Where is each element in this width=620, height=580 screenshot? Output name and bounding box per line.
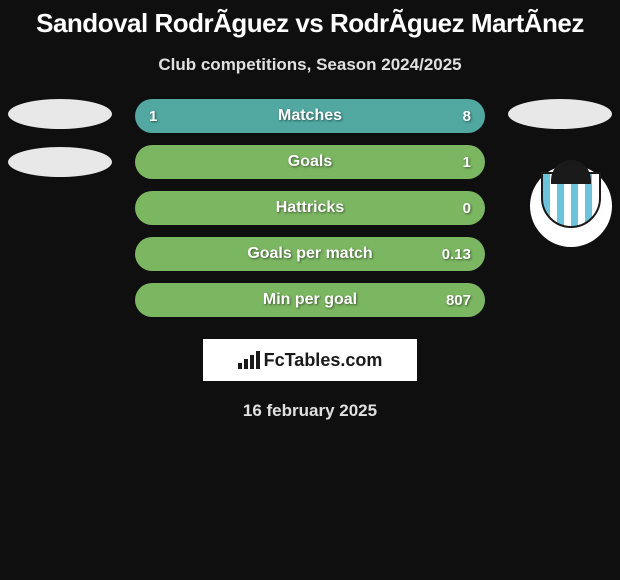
stat-label: Matches	[278, 107, 342, 125]
stat-label: Hattricks	[276, 199, 344, 217]
stat-bar-hattricks: Hattricks 0	[135, 191, 485, 225]
stat-label: Goals	[288, 153, 332, 171]
stat-bar-min-per-goal: Min per goal 807	[135, 283, 485, 317]
club-badge-graphic	[541, 172, 601, 240]
stat-right-value: 1	[463, 154, 471, 171]
stat-label: Min per goal	[263, 291, 357, 309]
player1-photo-placeholder	[8, 99, 112, 129]
stat-bars-container: 1 Matches 8 Goals 1 Hattricks 0 Goals pe…	[135, 99, 485, 317]
stat-bar-matches: 1 Matches 8	[135, 99, 485, 133]
stat-label: Goals per match	[247, 245, 372, 263]
branding-box: FcTables.com	[203, 339, 417, 381]
chart-bars-icon	[238, 351, 260, 369]
comparison-title: Sandoval RodrÃ­guez vs RodrÃ­guez MartÃ­…	[0, 0, 620, 39]
player2-club-badge	[530, 165, 612, 247]
comparison-content: 1 Matches 8 Goals 1 Hattricks 0 Goals pe…	[0, 99, 620, 317]
comparison-subtitle: Club competitions, Season 2024/2025	[0, 55, 620, 75]
stat-right-value: 0	[463, 200, 471, 217]
generation-date: 16 february 2025	[0, 401, 620, 421]
branding-text: FcTables.com	[264, 350, 383, 371]
stat-left-value: 1	[149, 108, 157, 125]
stat-right-value: 8	[463, 108, 471, 125]
player1-club-placeholder	[8, 147, 112, 177]
stat-right-value: 807	[446, 292, 471, 309]
player2-photo-placeholder	[508, 99, 612, 129]
stat-bar-goals: Goals 1	[135, 145, 485, 179]
stat-bar-goals-per-match: Goals per match 0.13	[135, 237, 485, 271]
stat-right-value: 0.13	[442, 246, 471, 263]
